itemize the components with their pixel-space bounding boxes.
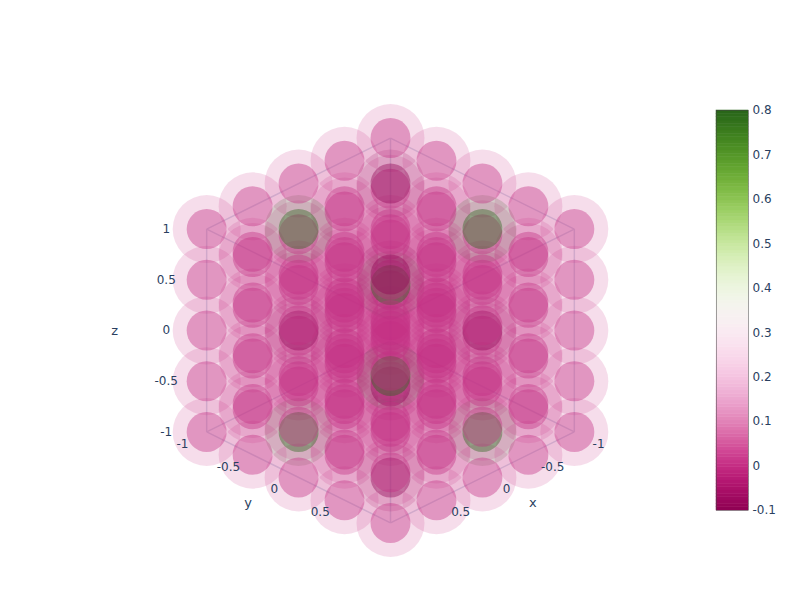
svg-text:0.1: 0.1 — [753, 414, 772, 428]
svg-text:-1: -1 — [176, 437, 188, 451]
svg-text:0.5: 0.5 — [753, 237, 772, 251]
svg-text:-0.5: -0.5 — [217, 460, 240, 474]
svg-text:-1: -1 — [160, 425, 172, 439]
svg-text:0: 0 — [753, 459, 761, 473]
svg-text:-0.5: -0.5 — [541, 460, 564, 474]
svg-text:1: 1 — [162, 222, 170, 236]
svg-text:0: 0 — [162, 323, 170, 337]
svg-text:0.5: 0.5 — [157, 273, 176, 287]
svg-text:0.7: 0.7 — [753, 148, 772, 162]
svg-text:0.2: 0.2 — [753, 370, 772, 384]
svg-text:0.6: 0.6 — [753, 192, 772, 206]
svg-text:0.5: 0.5 — [451, 505, 470, 519]
svg-text:-0.1: -0.1 — [753, 503, 776, 517]
svg-text:0: 0 — [503, 482, 511, 496]
svg-text:0.3: 0.3 — [753, 326, 772, 340]
svg-text:0: 0 — [271, 482, 279, 496]
svg-text:y: y — [244, 495, 252, 510]
svg-text:-1: -1 — [593, 437, 605, 451]
svg-text:0.4: 0.4 — [753, 281, 772, 295]
svg-text:-0.5: -0.5 — [155, 374, 178, 388]
svg-text:0.8: 0.8 — [753, 103, 772, 117]
svg-text:0.5: 0.5 — [311, 505, 330, 519]
svg-text:z: z — [111, 323, 118, 338]
svg-text:x: x — [529, 495, 537, 510]
